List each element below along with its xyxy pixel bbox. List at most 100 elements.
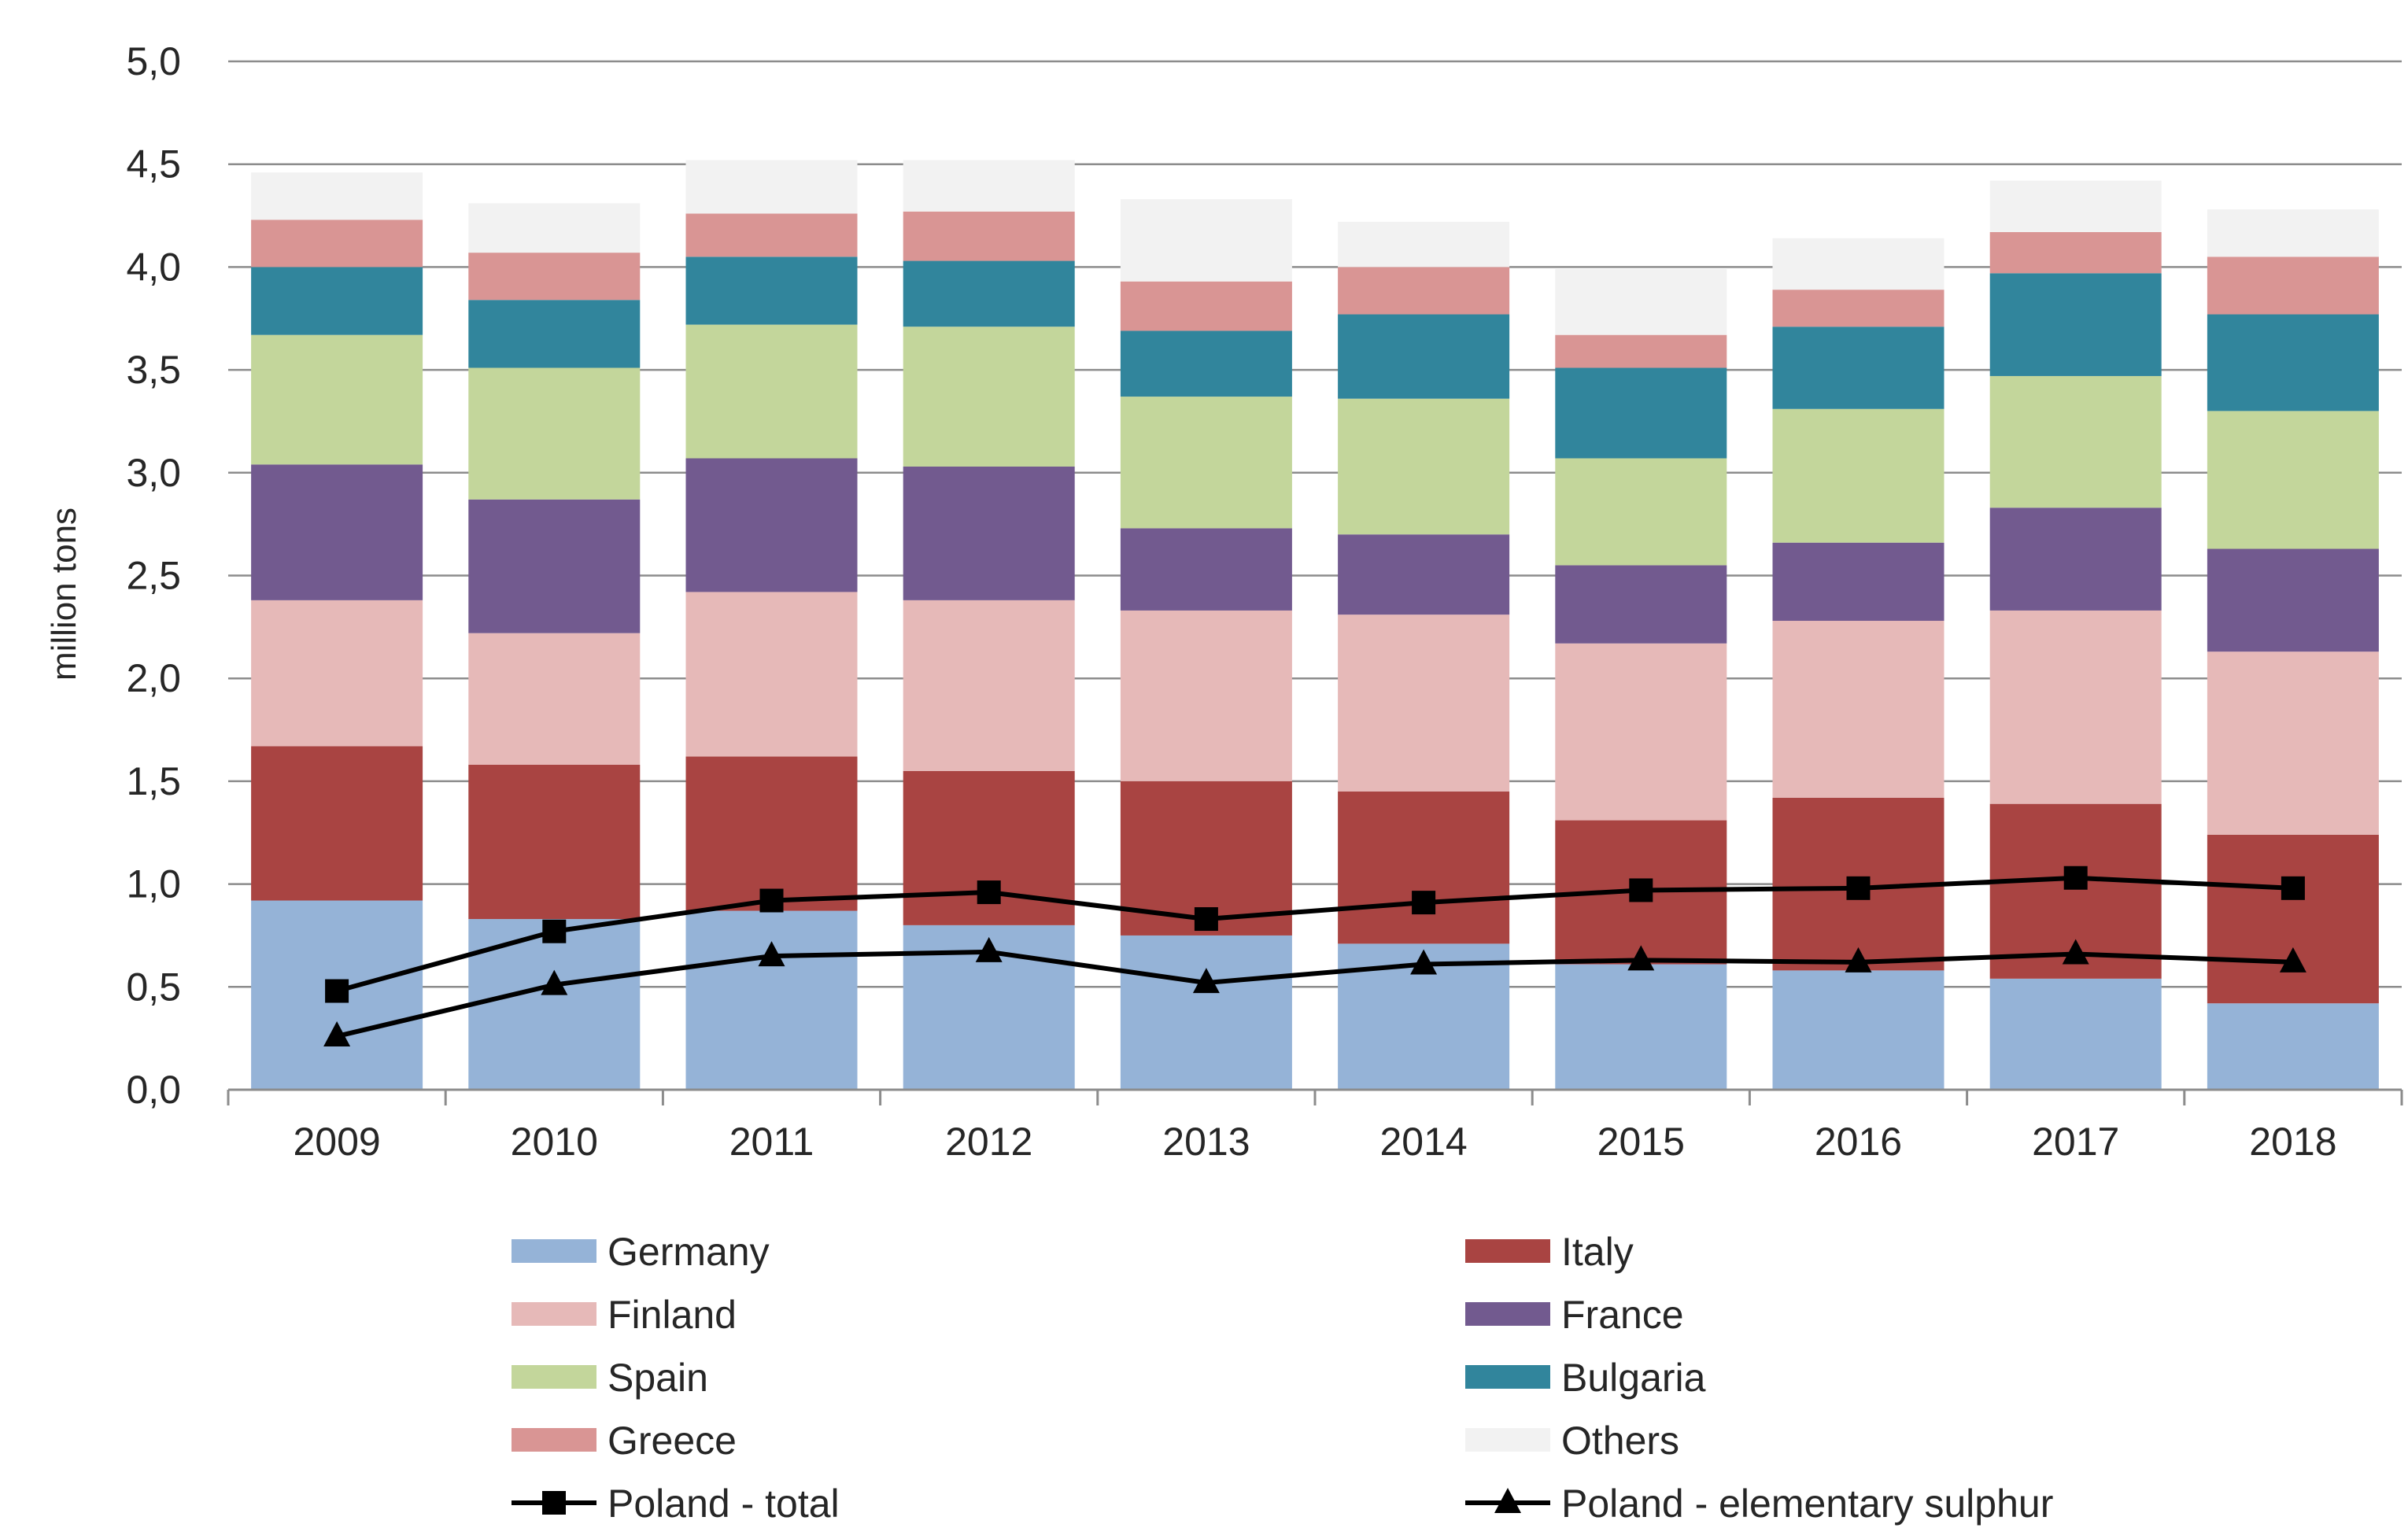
bar-others-2012 (903, 160, 1075, 212)
bar-bulgaria-2014 (1338, 314, 1510, 399)
bar-spain-2013 (1120, 397, 1292, 529)
bar-bulgaria-2016 (1772, 327, 1944, 409)
legend-label-spain: Spain (608, 1356, 708, 1400)
y-tick-label: 2,5 (126, 554, 181, 598)
marker-poland-total-2015 (1629, 878, 1653, 902)
y-tick-label: 3,0 (126, 451, 181, 495)
marker-poland-elementary-sulphur-2012 (975, 936, 1003, 962)
legend-label-poland-total: Poland - total (608, 1482, 840, 1526)
legend-label-poland-elementary-sulphur: Poland - elementary sulphur (1561, 1482, 2053, 1526)
bar-bulgaria-2011 (685, 256, 858, 325)
bar-germany-2017 (1989, 978, 2162, 1090)
y-tick-label: 4,5 (126, 142, 181, 186)
legend-swatch-italy (1465, 1239, 1550, 1263)
legend-label-france: France (1561, 1293, 1684, 1337)
y-tick-label: 1,5 (126, 759, 181, 803)
bar-spain-2018 (2207, 411, 2379, 549)
x-tick-label: 2009 (293, 1120, 380, 1164)
bar-france-2017 (1989, 507, 2162, 611)
x-tick-label: 2013 (1162, 1120, 1250, 1164)
bar-greece-2012 (903, 211, 1075, 261)
marker-poland-elementary-sulphur-2014 (1410, 949, 1438, 975)
marker-poland-total-2011 (759, 888, 784, 913)
legend-label-finland: Finland (608, 1293, 737, 1337)
bar-greece-2013 (1120, 281, 1292, 331)
bar-france-2013 (1120, 528, 1292, 611)
bar-finland-2009 (251, 600, 423, 747)
bar-france-2018 (2207, 548, 2379, 652)
y-tick-label: 5,0 (126, 39, 181, 83)
marker-poland-elementary-sulphur-2010 (541, 969, 568, 995)
bar-bulgaria-2017 (1989, 273, 2162, 376)
legend: Germany Finland Spain Greece Poland - total I… (512, 1230, 2053, 1526)
bar-spain-2017 (1989, 375, 2162, 508)
bar-finland-2013 (1120, 610, 1292, 781)
line-series (323, 865, 2306, 1047)
bar-italy-2018 (2207, 834, 2379, 1004)
legend-swatch-greece (512, 1428, 596, 1452)
bar-others-2013 (1120, 199, 1292, 282)
legend-swatch-france (1465, 1302, 1550, 1326)
bar-greece-2016 (1772, 290, 1944, 327)
marker-poland-total-2009 (325, 979, 349, 1003)
legend-marker-poland-total (542, 1491, 566, 1515)
bar-germany-2013 (1120, 935, 1292, 1090)
bar-finland-2011 (685, 592, 858, 757)
bar-italy-2014 (1338, 791, 1510, 944)
marker-poland-total-2014 (1412, 891, 1436, 915)
marker-poland-elementary-sulphur-2016 (1845, 947, 1872, 972)
legend-label-others: Others (1561, 1419, 1679, 1463)
bar-france-2014 (1338, 534, 1510, 615)
bar-finland-2017 (1989, 610, 2162, 804)
y-tick-label: 2,0 (126, 656, 181, 700)
y-tick-label: 0,5 (126, 965, 181, 1009)
bar-bulgaria-2012 (903, 260, 1075, 327)
bar-others-2016 (1772, 238, 1944, 290)
bar-bulgaria-2013 (1120, 330, 1292, 397)
marker-poland-total-2018 (2281, 876, 2305, 900)
tick-labels: 0,0 0,5 1,0 1,5 2,0 2,5 3,0 3,5 4,0 4,5 5,0 2009 201… (126, 39, 2336, 1164)
x-tick-label: 2018 (2249, 1120, 2336, 1164)
bar-others-2009 (251, 172, 423, 220)
bar-greece-2017 (1989, 231, 2162, 274)
bar-spain-2011 (685, 324, 858, 459)
bar-others-2010 (468, 203, 641, 253)
bar-spain-2014 (1338, 398, 1510, 535)
legend-swatch-others (1465, 1428, 1550, 1452)
marker-poland-elementary-sulphur-2015 (1627, 945, 1655, 971)
x-tick-label: 2011 (729, 1120, 814, 1164)
bar-italy-2011 (685, 756, 858, 911)
bar-finland-2014 (1338, 614, 1510, 792)
legend-label-italy: Italy (1561, 1230, 1634, 1274)
marker-poland-total-2010 (542, 919, 567, 943)
x-tick-label: 2017 (2032, 1120, 2119, 1164)
bar-finland-2015 (1555, 643, 1727, 821)
bar-finland-2012 (903, 600, 1075, 771)
marker-poland-total-2017 (2063, 865, 2088, 890)
x-tick-label: 2012 (945, 1120, 1032, 1164)
x-tick-label: 2016 (1815, 1120, 1902, 1164)
marker-poland-total-2016 (1846, 876, 1871, 900)
bar-spain-2010 (468, 367, 641, 500)
legend-swatch-spain (512, 1365, 596, 1389)
bar-france-2012 (903, 466, 1075, 600)
bar-others-2015 (1555, 269, 1727, 335)
line-poland-total (336, 875, 2294, 994)
bar-others-2017 (1989, 180, 2162, 232)
bar-bulgaria-2010 (468, 300, 641, 368)
bar-greece-2011 (685, 213, 858, 257)
bar-greece-2014 (1338, 267, 1510, 315)
marker-poland-elementary-sulphur-2009 (323, 1021, 351, 1047)
bar-italy-2009 (251, 746, 423, 901)
bar-others-2014 (1338, 221, 1510, 268)
line-poland-elementary-sulphur (336, 949, 2294, 1039)
x-tick-label: 2015 (1597, 1120, 1685, 1164)
y-tick-label: 0,0 (126, 1068, 181, 1112)
y-axis-title: million tons (45, 507, 83, 681)
y-tick-label: 4,0 (126, 245, 181, 289)
bar-finland-2016 (1772, 621, 1944, 798)
bar-finland-2018 (2207, 651, 2379, 835)
bar-italy-2010 (468, 764, 641, 920)
bar-germany-2018 (2207, 1003, 2379, 1090)
